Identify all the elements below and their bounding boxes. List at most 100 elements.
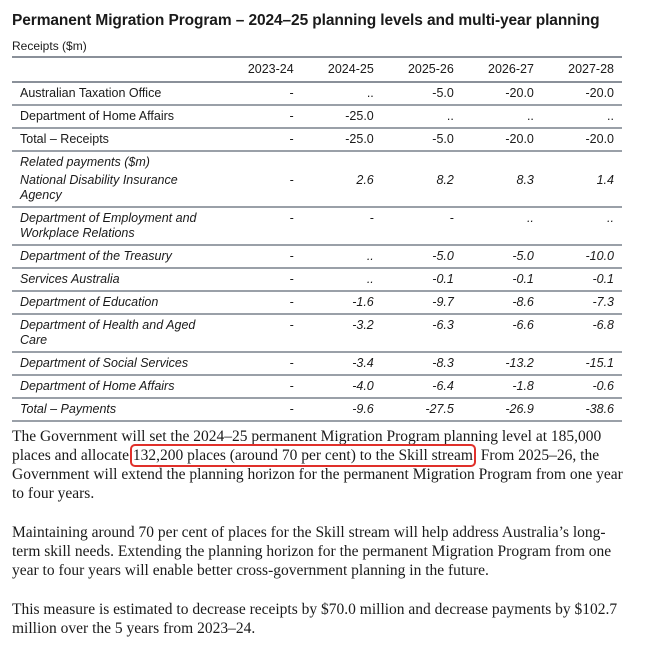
cell-value: -9.7: [432, 295, 454, 309]
cell-value: -5.0: [432, 249, 454, 263]
column-header: 2023-24: [247, 62, 294, 76]
paragraph-2: Maintaining around 70 per cent of places…: [12, 524, 612, 579]
cell-value: ..: [607, 109, 614, 123]
table-row: Department of Social Services - -3.4 -8.3 -1…: [12, 352, 622, 375]
cell-value: 2.6: [356, 173, 374, 187]
table-row: Total – Receipts - -25.0 -5.0 -20.0 -20.0: [12, 128, 622, 151]
cell-value: -: [289, 249, 294, 263]
row-label: Australian Taxation Office: [20, 86, 162, 100]
cell-value: -5.0: [432, 86, 454, 100]
cell-value: -: [289, 272, 294, 286]
cell-value: -8.3: [432, 356, 454, 370]
cell-value: -6.4: [432, 379, 454, 393]
table-row: Department of Home Affairs - -4.0 -6.4 -1.8 -…: [12, 375, 622, 398]
cell-value: -38.6: [585, 402, 615, 416]
table-header-row: 2023-24 2024-25 2025-26 2026-27 2027-28: [12, 57, 622, 82]
payments-heading: Related payments ($m): [20, 155, 150, 169]
cell-value: -: [289, 86, 294, 100]
cell-value: 8.2: [436, 173, 454, 187]
cell-value: -7.3: [592, 295, 614, 309]
cell-value: ..: [607, 211, 614, 225]
table-row: Department of Employment and Workplace R…: [12, 207, 622, 245]
cell-value: -13.2: [505, 356, 534, 370]
cell-value: -: [289, 109, 294, 123]
cell-value: -: [289, 211, 294, 225]
paragraph-1: The Government will set the 2024–25 perm…: [12, 427, 627, 503]
cell-value: -9.6: [352, 402, 374, 416]
cell-value: -27.5: [425, 402, 454, 416]
cell-value: ..: [526, 109, 534, 123]
cell-value: -6.3: [432, 318, 454, 332]
cell-value: -3.2: [352, 318, 374, 332]
table-row: Australian Taxation Office -.. -5.0 -20.0 -2…: [12, 82, 622, 105]
column-header: 2024-25: [327, 62, 374, 76]
cell-value: -5.0: [432, 132, 454, 146]
cell-value: -0.6: [592, 379, 614, 393]
cell-value: -: [449, 211, 454, 225]
page-title: Permanent Migration Program – 2024–25 pl…: [12, 12, 600, 29]
cell-value: -: [289, 318, 294, 332]
cell-value: -6.6: [512, 318, 534, 332]
column-header: 2026-27: [488, 62, 534, 76]
cell-value: -6.8: [592, 318, 614, 332]
cell-value: -5.0: [512, 249, 534, 263]
paragraph-3: This measure is estimated to decrease re…: [12, 601, 618, 637]
cell-value: ..: [526, 211, 534, 225]
paragraph-text: The Government will set the 2024–25 perm…: [12, 428, 602, 464]
cell-value: -20.0: [505, 86, 534, 100]
cell-value: -15.1: [585, 356, 615, 370]
column-header: [12, 57, 222, 82]
table-caption: Receipts ($m): [12, 39, 87, 53]
cell-value: -: [289, 295, 294, 309]
cell-value: 1.4: [596, 173, 614, 187]
cell-value: -3.4: [352, 356, 374, 370]
table-row: Department of Education - -1.6 -9.7 -8.6 -7.3: [12, 291, 622, 314]
section-heading-row: Related payments ($m): [12, 151, 622, 170]
cell-value: -10.0: [585, 249, 615, 263]
table-row: National Disability Insurance Agency - 2.6…: [12, 170, 622, 207]
row-label: Services Australia: [20, 272, 120, 286]
paragraph-text: . From 2025–26, the Government will exte…: [12, 447, 623, 502]
cell-value: -0.1: [592, 272, 614, 286]
table-row: Services Australia -.. -0.1 -0.1 -0.1: [12, 268, 622, 291]
cell-value: ..: [366, 249, 374, 263]
cell-value: -: [369, 211, 374, 225]
cell-value: -: [289, 173, 294, 187]
cell-value: -20.0: [505, 132, 534, 146]
row-label: National Disability Insurance Agency: [20, 173, 178, 202]
cell-value: ..: [446, 109, 454, 123]
row-label: Department of Employment and Workplace R…: [20, 211, 197, 240]
cell-value: -1.8: [512, 379, 534, 393]
cell-value: -: [289, 402, 294, 416]
cell-value: -0.1: [512, 272, 534, 286]
column-header: 2025-26: [407, 62, 454, 76]
row-label: Total – Payments: [20, 402, 117, 416]
row-label: Department of Education: [20, 295, 159, 309]
cell-value: -20.0: [585, 132, 615, 146]
cell-value: -26.9: [505, 402, 534, 416]
cell-value: -1.6: [352, 295, 374, 309]
column-header: 2027-28: [568, 62, 614, 76]
cell-value: -8.6: [512, 295, 534, 309]
row-label: Total – Receipts: [20, 132, 109, 146]
cell-value: ..: [366, 86, 374, 100]
cell-value: -0.1: [432, 272, 454, 286]
row-label: Department of Home Affairs: [20, 109, 175, 123]
row-label: Department of Health and Aged Care: [20, 318, 196, 347]
row-label: Department of Social Services: [20, 356, 189, 370]
cell-value: -25.0: [345, 132, 374, 146]
table-row: Department of the Treasury -.. -5.0 -5.0 -10…: [12, 245, 622, 268]
highlighted-text: 132,200 places (around 70 per cent) to t…: [129, 444, 476, 467]
cell-value: -: [289, 132, 294, 146]
table-row: Department of Home Affairs - -25.0......: [12, 105, 622, 128]
cell-value: -: [289, 379, 294, 393]
table-row: Total – Payments - -9.6 -27.5 -26.9 -38.6: [12, 398, 622, 421]
cell-value: -20.0: [585, 86, 615, 100]
budget-table: 2023-24 2024-25 2025-26 2026-27 2027-28 …: [12, 56, 622, 422]
row-label: Department of the Treasury: [20, 249, 172, 263]
cell-value: 8.3: [516, 173, 534, 187]
cell-value: -4.0: [352, 379, 374, 393]
cell-value: -: [289, 356, 294, 370]
table-row: Department of Health and Aged Care - -3.2 -…: [12, 314, 622, 352]
cell-value: ..: [366, 272, 374, 286]
